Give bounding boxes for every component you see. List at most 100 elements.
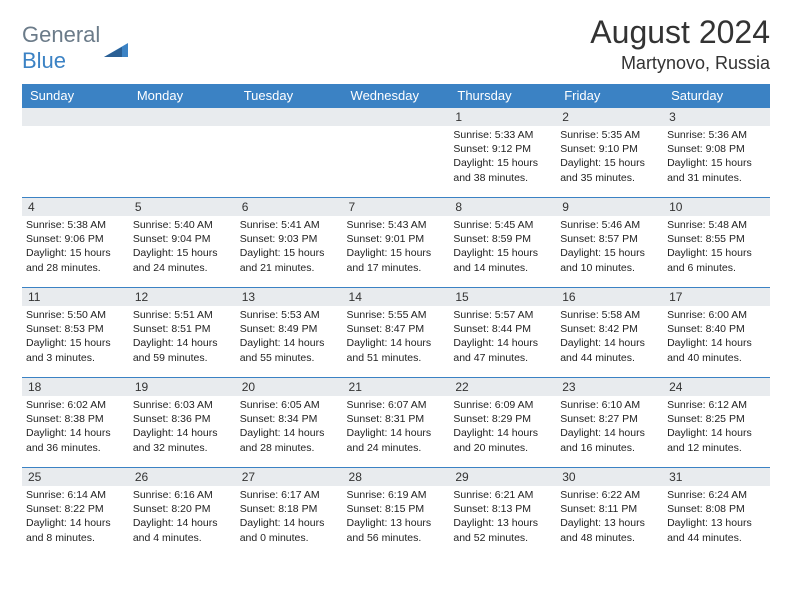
daynum-blank bbox=[22, 108, 129, 126]
sunset-text: Sunset: 8:55 PM bbox=[667, 232, 766, 246]
daylight-text: Daylight: 14 hours and 36 minutes. bbox=[26, 426, 125, 454]
day-number: 30 bbox=[556, 468, 663, 486]
sunrise-text: Sunrise: 6:14 AM bbox=[26, 488, 125, 502]
calendar-cell: 17Sunrise: 6:00 AMSunset: 8:40 PMDayligh… bbox=[663, 288, 770, 378]
daylight-text: Daylight: 14 hours and 32 minutes. bbox=[133, 426, 232, 454]
cell-body: Sunrise: 5:50 AMSunset: 8:53 PMDaylight:… bbox=[22, 306, 129, 369]
sunset-text: Sunset: 9:01 PM bbox=[347, 232, 446, 246]
day-header: Tuesday bbox=[236, 84, 343, 108]
day-number: 23 bbox=[556, 378, 663, 396]
daylight-text: Daylight: 14 hours and 24 minutes. bbox=[347, 426, 446, 454]
calendar-cell: 11Sunrise: 5:50 AMSunset: 8:53 PMDayligh… bbox=[22, 288, 129, 378]
sunset-text: Sunset: 8:18 PM bbox=[240, 502, 339, 516]
day-number: 20 bbox=[236, 378, 343, 396]
calendar-cell bbox=[129, 108, 236, 198]
calendar-week: 1Sunrise: 5:33 AMSunset: 9:12 PMDaylight… bbox=[22, 108, 770, 198]
sunrise-text: Sunrise: 6:17 AM bbox=[240, 488, 339, 502]
cell-body: Sunrise: 6:10 AMSunset: 8:27 PMDaylight:… bbox=[556, 396, 663, 459]
day-number: 28 bbox=[343, 468, 450, 486]
sunset-text: Sunset: 9:03 PM bbox=[240, 232, 339, 246]
day-number: 18 bbox=[22, 378, 129, 396]
cell-body: Sunrise: 6:02 AMSunset: 8:38 PMDaylight:… bbox=[22, 396, 129, 459]
cell-body: Sunrise: 5:45 AMSunset: 8:59 PMDaylight:… bbox=[449, 216, 556, 279]
cell-body: Sunrise: 6:12 AMSunset: 8:25 PMDaylight:… bbox=[663, 396, 770, 459]
day-number: 12 bbox=[129, 288, 236, 306]
sunrise-text: Sunrise: 6:05 AM bbox=[240, 398, 339, 412]
calendar-cell: 1Sunrise: 5:33 AMSunset: 9:12 PMDaylight… bbox=[449, 108, 556, 198]
calendar-cell: 30Sunrise: 6:22 AMSunset: 8:11 PMDayligh… bbox=[556, 468, 663, 558]
sunset-text: Sunset: 8:15 PM bbox=[347, 502, 446, 516]
cell-body: Sunrise: 6:05 AMSunset: 8:34 PMDaylight:… bbox=[236, 396, 343, 459]
sunset-text: Sunset: 8:08 PM bbox=[667, 502, 766, 516]
sunset-text: Sunset: 8:34 PM bbox=[240, 412, 339, 426]
daylight-text: Daylight: 15 hours and 6 minutes. bbox=[667, 246, 766, 274]
daylight-text: Daylight: 14 hours and 47 minutes. bbox=[453, 336, 552, 364]
calendar-cell: 10Sunrise: 5:48 AMSunset: 8:55 PMDayligh… bbox=[663, 198, 770, 288]
sunset-text: Sunset: 9:10 PM bbox=[560, 142, 659, 156]
sunrise-text: Sunrise: 5:33 AM bbox=[453, 128, 552, 142]
sunrise-text: Sunrise: 5:51 AM bbox=[133, 308, 232, 322]
calendar-cell: 7Sunrise: 5:43 AMSunset: 9:01 PMDaylight… bbox=[343, 198, 450, 288]
sunrise-text: Sunrise: 5:35 AM bbox=[560, 128, 659, 142]
calendar-cell: 21Sunrise: 6:07 AMSunset: 8:31 PMDayligh… bbox=[343, 378, 450, 468]
cell-body: Sunrise: 6:21 AMSunset: 8:13 PMDaylight:… bbox=[449, 486, 556, 549]
logo-blue: Blue bbox=[22, 48, 66, 73]
cell-body: Sunrise: 6:07 AMSunset: 8:31 PMDaylight:… bbox=[343, 396, 450, 459]
calendar-cell: 6Sunrise: 5:41 AMSunset: 9:03 PMDaylight… bbox=[236, 198, 343, 288]
day-header: Thursday bbox=[449, 84, 556, 108]
daylight-text: Daylight: 15 hours and 38 minutes. bbox=[453, 156, 552, 184]
day-number: 13 bbox=[236, 288, 343, 306]
daylight-text: Daylight: 14 hours and 28 minutes. bbox=[240, 426, 339, 454]
sunrise-text: Sunrise: 6:09 AM bbox=[453, 398, 552, 412]
day-number: 24 bbox=[663, 378, 770, 396]
sunrise-text: Sunrise: 5:41 AM bbox=[240, 218, 339, 232]
day-number: 15 bbox=[449, 288, 556, 306]
calendar-cell: 22Sunrise: 6:09 AMSunset: 8:29 PMDayligh… bbox=[449, 378, 556, 468]
cell-body: Sunrise: 6:19 AMSunset: 8:15 PMDaylight:… bbox=[343, 486, 450, 549]
day-number: 6 bbox=[236, 198, 343, 216]
calendar-cell: 12Sunrise: 5:51 AMSunset: 8:51 PMDayligh… bbox=[129, 288, 236, 378]
day-header: Saturday bbox=[663, 84, 770, 108]
cell-body: Sunrise: 5:35 AMSunset: 9:10 PMDaylight:… bbox=[556, 126, 663, 189]
daylight-text: Daylight: 14 hours and 44 minutes. bbox=[560, 336, 659, 364]
sunset-text: Sunset: 9:12 PM bbox=[453, 142, 552, 156]
day-number: 29 bbox=[449, 468, 556, 486]
location: Martynovo, Russia bbox=[590, 53, 770, 74]
daylight-text: Daylight: 15 hours and 24 minutes. bbox=[133, 246, 232, 274]
cell-body: Sunrise: 6:09 AMSunset: 8:29 PMDaylight:… bbox=[449, 396, 556, 459]
sunrise-text: Sunrise: 6:21 AM bbox=[453, 488, 552, 502]
day-number: 14 bbox=[343, 288, 450, 306]
cell-body: Sunrise: 6:16 AMSunset: 8:20 PMDaylight:… bbox=[129, 486, 236, 549]
cell-body: Sunrise: 6:00 AMSunset: 8:40 PMDaylight:… bbox=[663, 306, 770, 369]
daylight-text: Daylight: 15 hours and 10 minutes. bbox=[560, 246, 659, 274]
daylight-text: Daylight: 15 hours and 21 minutes. bbox=[240, 246, 339, 274]
sunset-text: Sunset: 8:49 PM bbox=[240, 322, 339, 336]
day-number: 11 bbox=[22, 288, 129, 306]
daylight-text: Daylight: 15 hours and 17 minutes. bbox=[347, 246, 446, 274]
daylight-text: Daylight: 15 hours and 3 minutes. bbox=[26, 336, 125, 364]
daylight-text: Daylight: 15 hours and 31 minutes. bbox=[667, 156, 766, 184]
calendar-week: 4Sunrise: 5:38 AMSunset: 9:06 PMDaylight… bbox=[22, 198, 770, 288]
sunrise-text: Sunrise: 6:22 AM bbox=[560, 488, 659, 502]
calendar-cell bbox=[22, 108, 129, 198]
sunrise-text: Sunrise: 5:45 AM bbox=[453, 218, 552, 232]
cell-body: Sunrise: 5:58 AMSunset: 8:42 PMDaylight:… bbox=[556, 306, 663, 369]
cell-body: Sunrise: 5:41 AMSunset: 9:03 PMDaylight:… bbox=[236, 216, 343, 279]
sunset-text: Sunset: 9:08 PM bbox=[667, 142, 766, 156]
cell-body: Sunrise: 6:17 AMSunset: 8:18 PMDaylight:… bbox=[236, 486, 343, 549]
daylight-text: Daylight: 15 hours and 28 minutes. bbox=[26, 246, 125, 274]
day-number: 25 bbox=[22, 468, 129, 486]
cell-body: Sunrise: 5:40 AMSunset: 9:04 PMDaylight:… bbox=[129, 216, 236, 279]
daylight-text: Daylight: 15 hours and 14 minutes. bbox=[453, 246, 552, 274]
day-number: 7 bbox=[343, 198, 450, 216]
calendar-table: SundayMondayTuesdayWednesdayThursdayFrid… bbox=[22, 84, 770, 558]
calendar-cell: 19Sunrise: 6:03 AMSunset: 8:36 PMDayligh… bbox=[129, 378, 236, 468]
sunset-text: Sunset: 8:25 PM bbox=[667, 412, 766, 426]
sunrise-text: Sunrise: 5:48 AM bbox=[667, 218, 766, 232]
calendar-cell bbox=[236, 108, 343, 198]
daylight-text: Daylight: 14 hours and 0 minutes. bbox=[240, 516, 339, 544]
day-number: 27 bbox=[236, 468, 343, 486]
daylight-text: Daylight: 15 hours and 35 minutes. bbox=[560, 156, 659, 184]
cell-body: Sunrise: 6:24 AMSunset: 8:08 PMDaylight:… bbox=[663, 486, 770, 549]
daynum-blank bbox=[129, 108, 236, 126]
